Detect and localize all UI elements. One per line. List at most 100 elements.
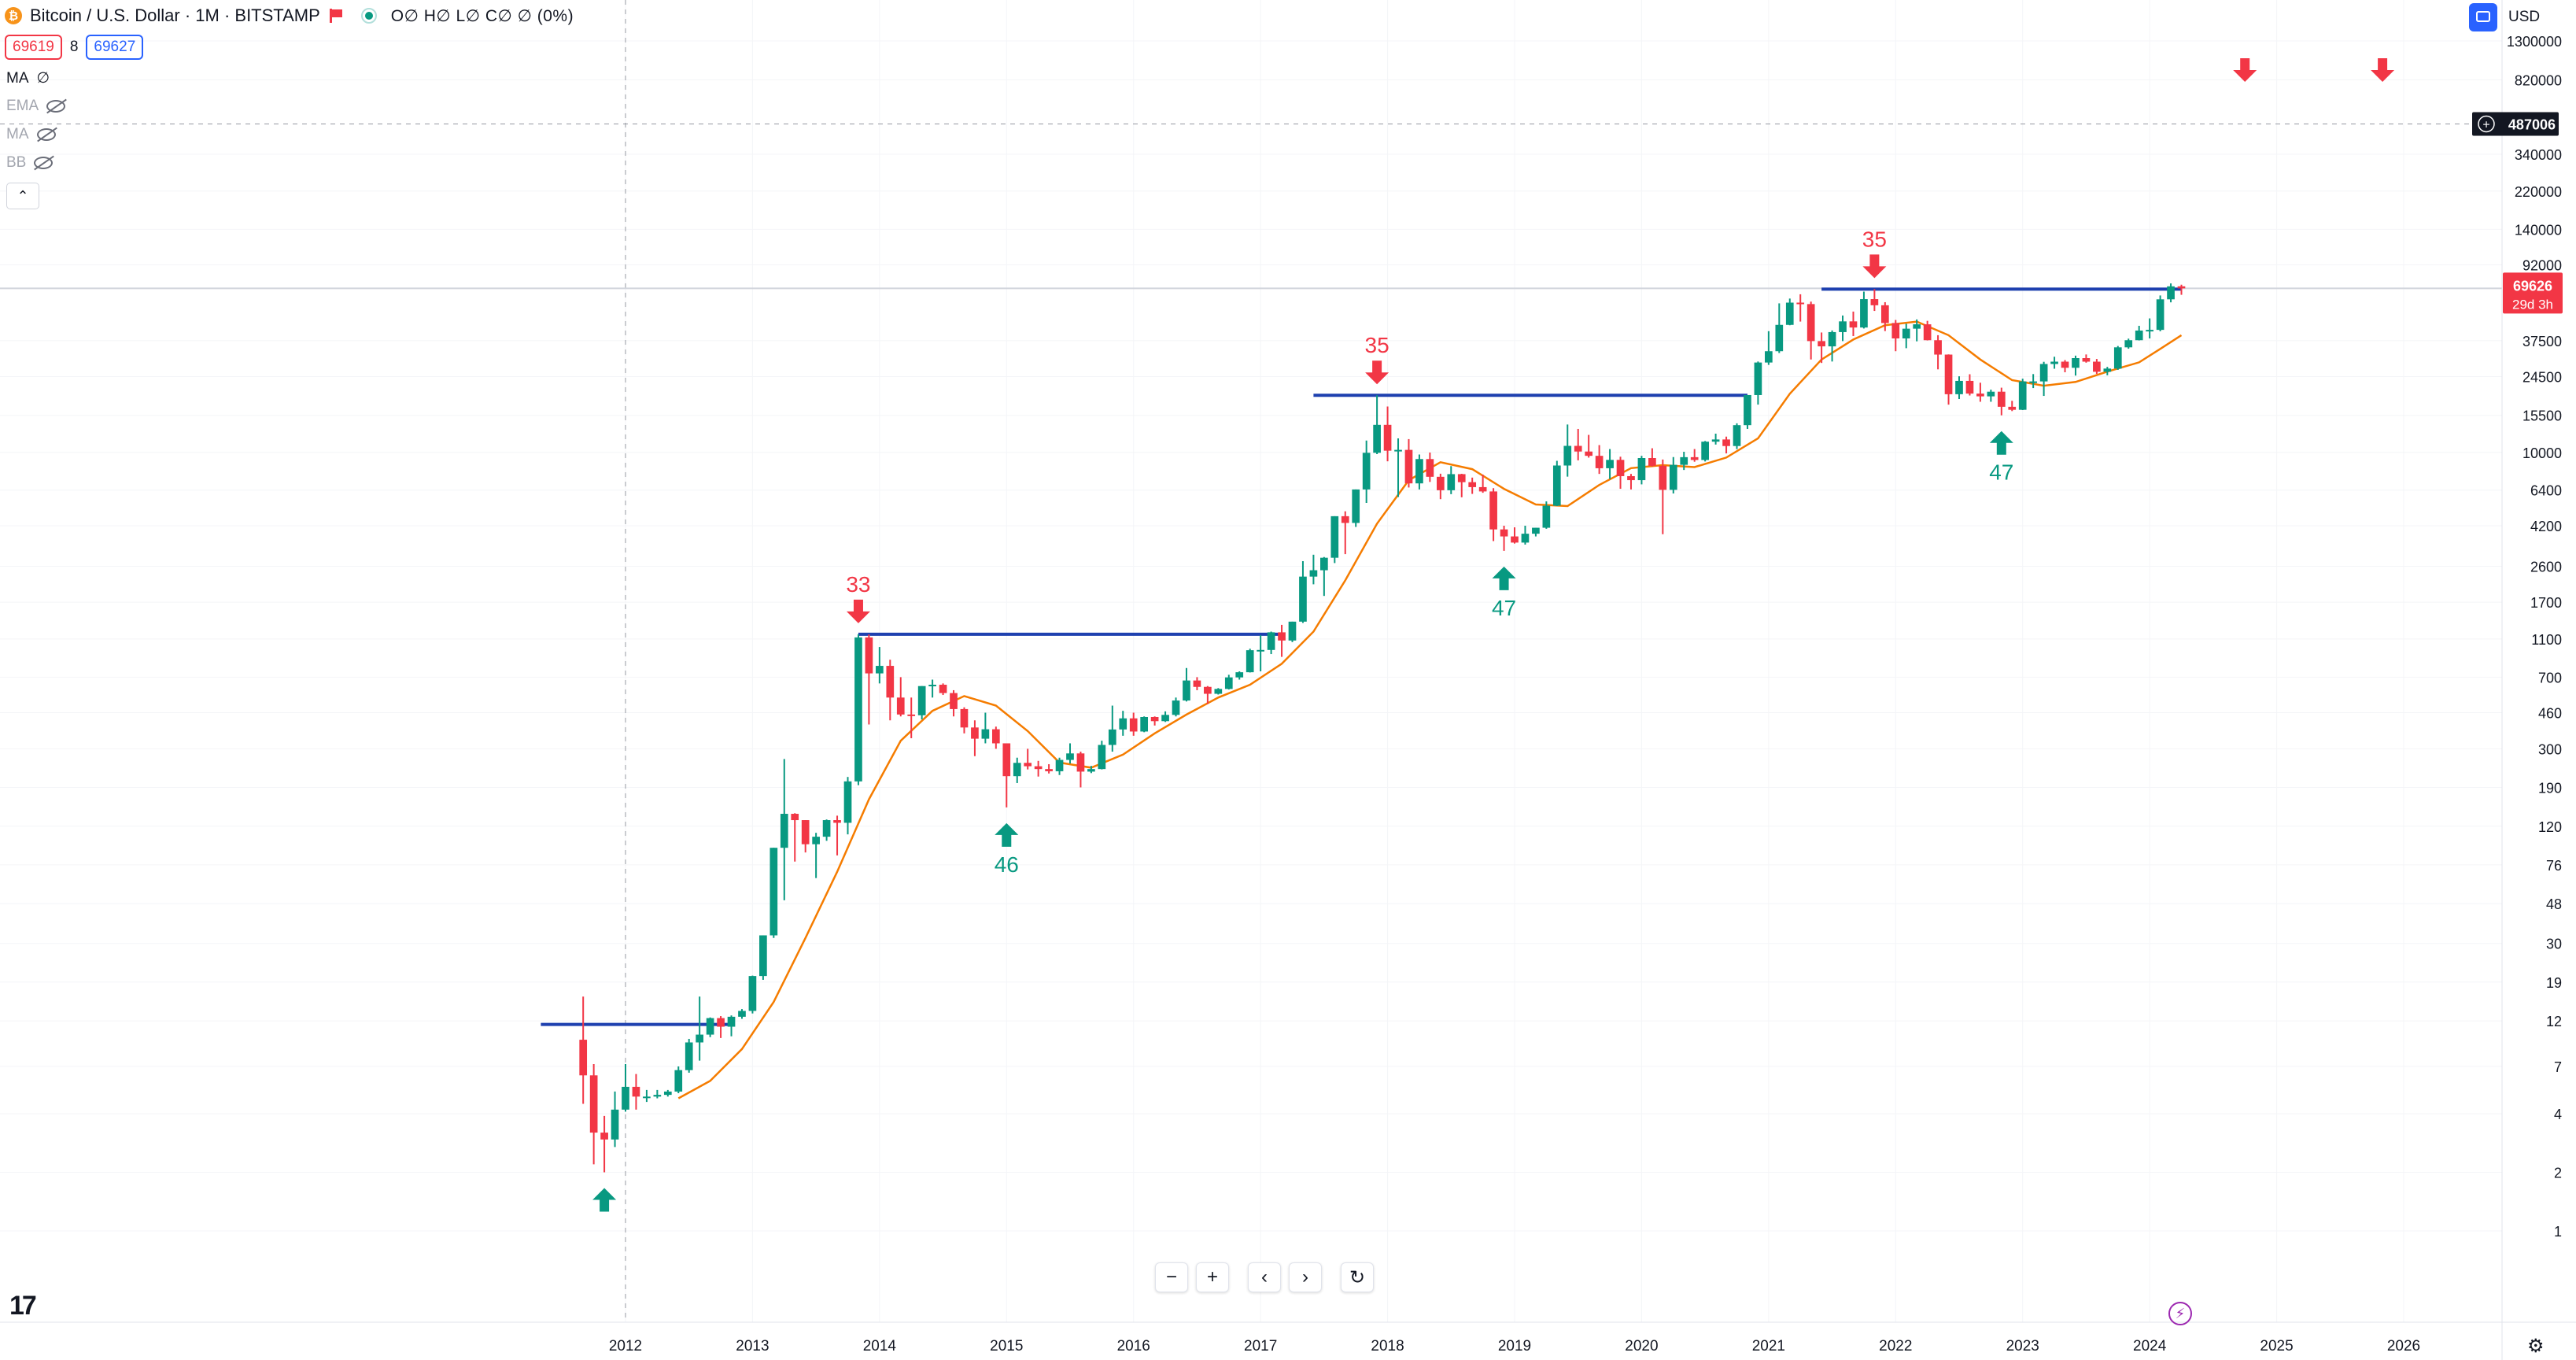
candle: [1839, 315, 1847, 342]
candle: [1013, 757, 1021, 783]
sell-price-button[interactable]: 69619: [5, 35, 62, 60]
candle: [1807, 301, 1815, 360]
candle-body: [1489, 491, 1497, 530]
time-axis[interactable]: 2012 2013 2014 2015 2016 2017 2018 2019 2020 2021…: [0, 1321, 2576, 1354]
scroll-right-button[interactable]: ›: [1289, 1262, 1322, 1292]
candle: [854, 634, 862, 785]
candle: [1204, 686, 1212, 704]
spread-value: 8: [69, 39, 79, 55]
tradingview-logo-icon[interactable]: 17: [9, 1291, 37, 1321]
candle: [1744, 394, 1751, 429]
symbol-header[interactable]: ₿ Bitcoin / U.S. Dollar · 1M · BITSTAMP …: [5, 3, 574, 28]
candle: [1606, 449, 1614, 479]
hidden-eye-icon[interactable]: [46, 100, 66, 113]
candle-body: [981, 729, 990, 739]
candle: [1944, 354, 1953, 405]
candle-body: [1161, 715, 1169, 722]
time-tick-label: 2021: [1752, 1338, 1785, 1354]
candle: [769, 848, 778, 938]
candle: [1404, 438, 1413, 488]
candle: [1637, 456, 1646, 485]
minus-icon: −: [1165, 1266, 1177, 1288]
candle-body: [1807, 304, 1815, 342]
candle: [1913, 319, 1921, 342]
price-tick-label: 92000: [2522, 257, 2562, 273]
candle-body: [1320, 557, 1328, 571]
indicator-ma-value: ∅: [36, 70, 50, 87]
candle-body: [2103, 368, 2112, 372]
candle-body: [2135, 331, 2143, 341]
gear-icon[interactable]: ⚙: [2527, 1336, 2545, 1357]
candle: [674, 1066, 683, 1094]
price-axis[interactable]: 1300000 820000 340000 220000 140000 92000 3750…: [2501, 0, 2562, 1360]
lightning-icon[interactable]: ⚡: [2168, 1302, 2192, 1325]
candle-body: [1394, 449, 1402, 452]
screen-icon[interactable]: [2469, 3, 2497, 31]
signal-count-label: 35: [1365, 333, 1389, 357]
price-tick-label: 820000: [2515, 72, 2562, 88]
collapse-legend-button[interactable]: ⌃: [6, 183, 39, 209]
candle: [643, 1089, 651, 1103]
price-tick-label: 300: [2538, 741, 2562, 757]
indicator-ma[interactable]: MA: [6, 126, 56, 143]
indicator-ma-top[interactable]: MA ∅: [6, 69, 50, 87]
candle-body: [1278, 632, 1286, 641]
candle: [886, 660, 895, 721]
candle: [1976, 382, 1984, 402]
candle: [759, 935, 767, 980]
indicator-ema[interactable]: EMA: [6, 98, 66, 115]
candle: [1383, 406, 1392, 462]
reset-chart-button[interactable]: ↻: [1341, 1262, 1374, 1292]
currency-label[interactable]: USD: [2508, 9, 2541, 25]
candle: [1330, 516, 1339, 564]
candle: [1828, 330, 1836, 362]
sell-signal-arrow: 33: [846, 572, 871, 623]
ma-line: [677, 320, 2183, 1099]
candle-body: [1330, 516, 1339, 558]
price-tick-label: 12: [2546, 1014, 2562, 1029]
buy-signal-arrow: [592, 1188, 617, 1212]
candle: [1161, 711, 1169, 722]
candle: [2103, 367, 2112, 375]
price-tick-label: 1: [2554, 1224, 2562, 1240]
time-tick-label: 2016: [1117, 1338, 1150, 1354]
candle-body: [1669, 464, 1677, 490]
symbol-title[interactable]: Bitcoin / U.S. Dollar · 1M · BITSTAMP: [30, 6, 320, 25]
buy-price-button[interactable]: 69627: [86, 35, 144, 60]
zoom-in-button[interactable]: +: [1196, 1262, 1229, 1292]
candle-body: [663, 1091, 672, 1096]
zoom-out-button[interactable]: −: [1155, 1262, 1188, 1292]
sell-signal-arrow: [2371, 58, 2395, 82]
candle-body: [2039, 364, 2048, 382]
candle-body: [1172, 700, 1180, 715]
flag-icon[interactable]: [328, 9, 342, 23]
time-tick-label: 2024: [2133, 1338, 2167, 1354]
market-status-icon[interactable]: [360, 8, 377, 24]
candle: [1447, 466, 1456, 494]
candle-body: [791, 814, 799, 821]
scroll-left-button[interactable]: ‹: [1248, 1262, 1281, 1292]
chevron-up-icon: ⌃: [17, 187, 29, 204]
hidden-eye-icon[interactable]: [36, 128, 56, 141]
sell-signal-arrow: 35: [1365, 333, 1389, 385]
candle-body: [1976, 394, 1984, 397]
candle: [1224, 674, 1233, 690]
down-arrow-icon: [846, 599, 870, 623]
reset-icon: ↻: [1349, 1266, 1366, 1288]
hidden-eye-icon[interactable]: [34, 157, 54, 169]
candle: [1278, 624, 1286, 657]
indicator-bb[interactable]: BB: [6, 154, 54, 172]
candle-body: [2167, 286, 2175, 300]
price-tick-label: 76: [2546, 858, 2562, 874]
candle: [876, 647, 884, 684]
candle-body: [1309, 570, 1318, 577]
candle: [1818, 332, 1825, 364]
candle-body: [1224, 677, 1233, 689]
candle-body: [1521, 534, 1530, 543]
candle: [1870, 289, 1879, 312]
candle: [2167, 283, 2175, 303]
currency-selector[interactable]: USD: [2469, 3, 2540, 31]
candle: [663, 1089, 672, 1097]
candle: [1394, 438, 1402, 497]
